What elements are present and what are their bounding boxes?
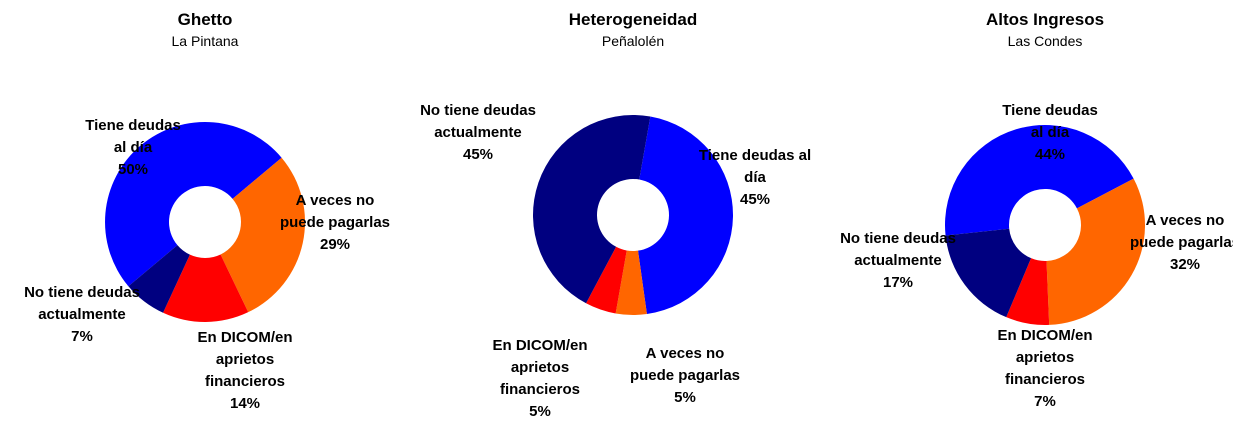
slice-value-label: 5% bbox=[529, 403, 551, 420]
donut-slice bbox=[1046, 178, 1146, 325]
slice-value-label: 7% bbox=[1034, 393, 1056, 410]
slice-value-label: 44% bbox=[1034, 146, 1066, 163]
slice-value-label: 29% bbox=[319, 236, 351, 253]
chart-title: Heterogeneidad bbox=[568, 10, 698, 29]
chart-title: Ghetto bbox=[177, 10, 233, 29]
donut-slice bbox=[945, 228, 1032, 318]
donut-slice bbox=[163, 254, 249, 322]
chart-title: Altos Ingresos bbox=[985, 10, 1105, 29]
slice-label: En DICOM/en aprietos financieros bbox=[997, 327, 1093, 388]
slice-value-label: 7% bbox=[71, 328, 93, 345]
slice-value-label: 32% bbox=[1169, 256, 1201, 273]
donut-slice bbox=[533, 115, 651, 304]
slice-label: Tiene deudas al día bbox=[85, 117, 181, 156]
donut-slice bbox=[220, 157, 305, 313]
chart-subtitle: Las Condes bbox=[1007, 33, 1083, 49]
donut-slice bbox=[615, 250, 647, 315]
slice-value-label: 45% bbox=[739, 191, 771, 208]
chart-subtitle: La Pintana bbox=[171, 33, 239, 49]
slice-label: A veces no puede pagarlas bbox=[629, 345, 741, 384]
donut-slice bbox=[944, 124, 1134, 236]
slice-label: En DICOM/en aprietos financieros bbox=[492, 337, 588, 398]
slice-label: No tiene deudas actualmente bbox=[420, 102, 536, 141]
slice-label: A veces no puede pagarlas bbox=[279, 192, 391, 231]
slice-value-label: 14% bbox=[229, 395, 261, 412]
slice-label: Tiene deudas al día bbox=[1002, 102, 1098, 141]
slice-label: No tiene deudas actualmente bbox=[840, 230, 956, 269]
slice-value-label: 17% bbox=[882, 274, 914, 291]
chart-subtitle: Peñalolén bbox=[601, 33, 665, 49]
slice-label: A veces no puede pagarlas bbox=[1129, 212, 1233, 251]
slice-value-label: 5% bbox=[674, 389, 696, 406]
slice-label: En DICOM/en aprietos financieros bbox=[197, 329, 293, 390]
donut-slice bbox=[128, 245, 190, 313]
donut-slice bbox=[105, 122, 282, 287]
slice-label: Tiene deudas al día bbox=[698, 147, 812, 186]
slice-value-label: 50% bbox=[117, 161, 149, 178]
slice-label: No tiene deudas actualmente bbox=[24, 284, 140, 323]
donut-slice bbox=[1006, 258, 1050, 325]
donut-slice bbox=[638, 116, 733, 315]
donut-slice bbox=[586, 246, 627, 314]
slice-value-label: 45% bbox=[462, 146, 494, 163]
